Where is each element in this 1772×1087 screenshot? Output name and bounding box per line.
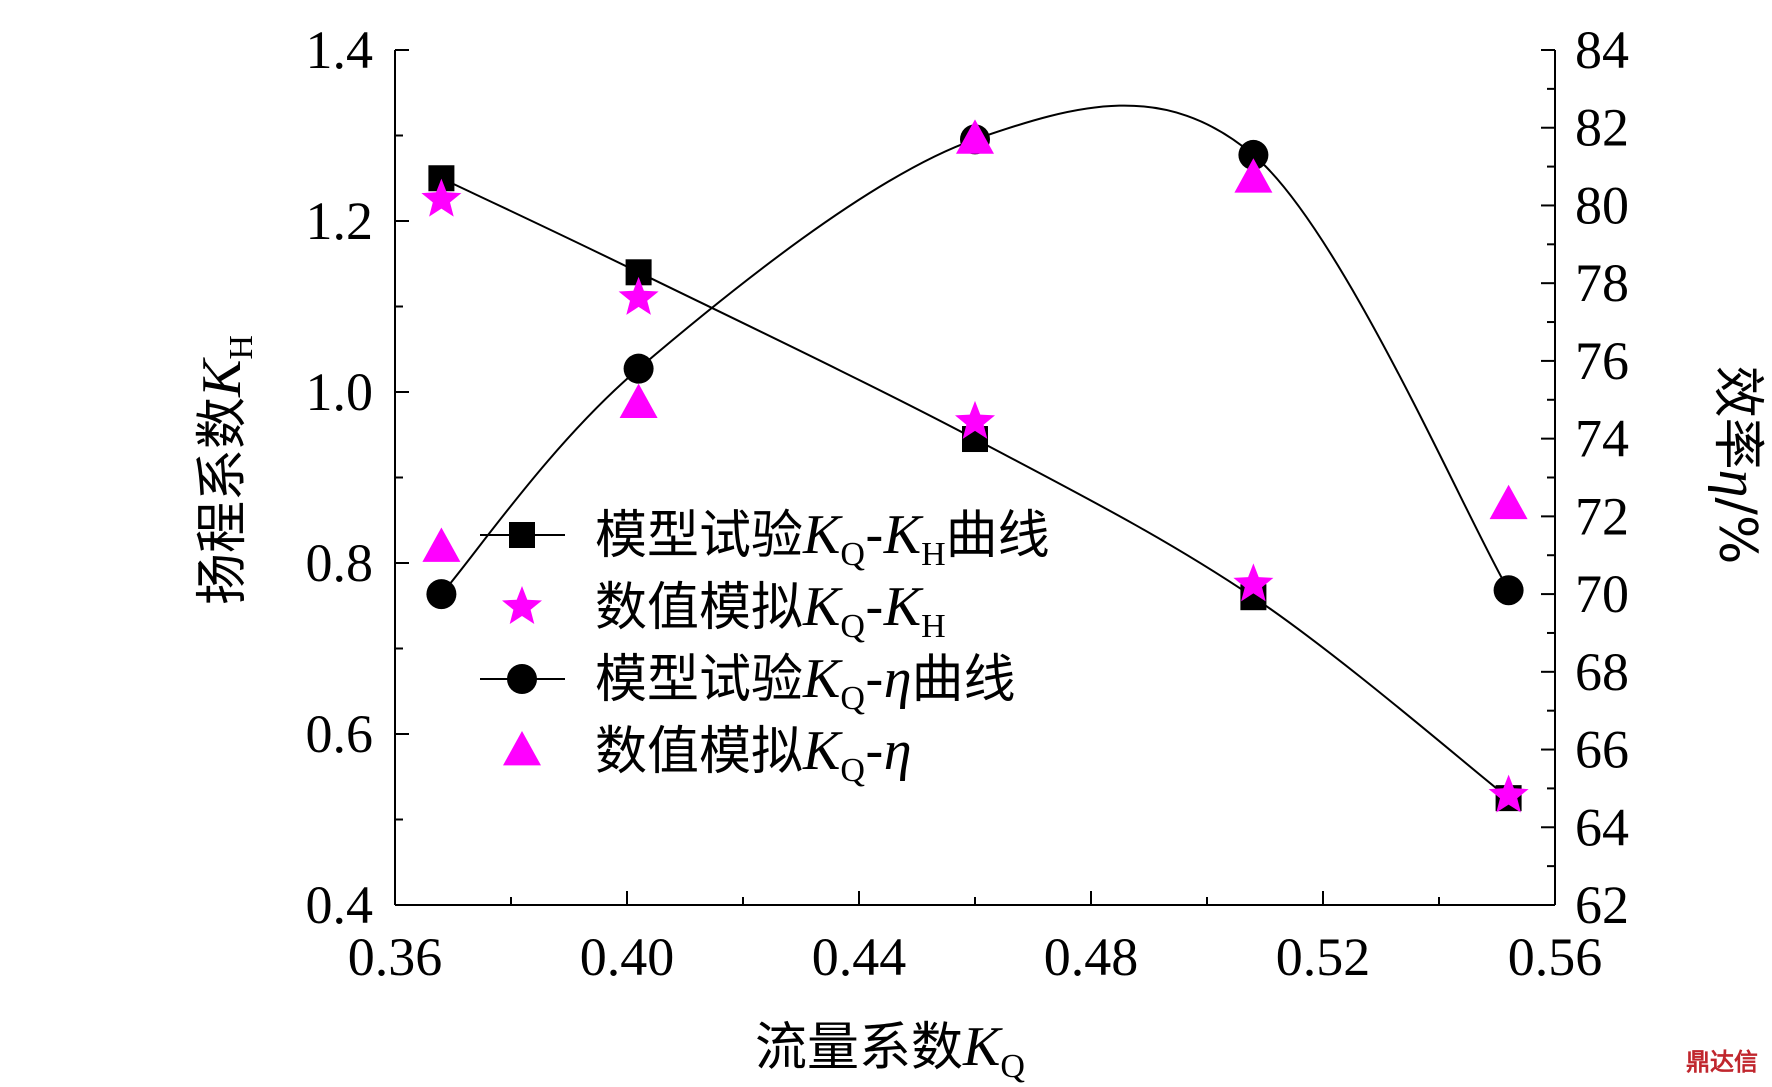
series-1-point [955, 400, 995, 439]
legend-label: 模型试验KQ-KH曲线 [595, 504, 1050, 573]
series-1-point [421, 178, 462, 217]
series-3-point [619, 383, 658, 419]
legend-item: 数值模拟KQ-η [503, 720, 911, 789]
series-3-point [956, 119, 994, 154]
data-markers [421, 119, 1529, 813]
x-tick-label: 0.40 [580, 927, 675, 987]
legend-marker [507, 664, 537, 694]
y-right-tick-label: 76 [1575, 331, 1629, 391]
y-left-tick-label: 1.4 [306, 20, 374, 80]
y-left-tick-label: 1.2 [306, 191, 374, 251]
series-2-point [1493, 575, 1524, 606]
y-right-tick-label: 70 [1575, 564, 1629, 624]
y-left-tick-label: 0.8 [306, 533, 374, 593]
x-tick-label: 0.52 [1276, 927, 1371, 987]
x-tick-label: 0.44 [812, 927, 907, 987]
y-right-tick-label: 62 [1575, 875, 1629, 935]
y-right-tick-label: 68 [1575, 642, 1629, 702]
x-tick-label: 0.56 [1508, 927, 1603, 987]
y-right-tick-label: 84 [1575, 20, 1629, 80]
y-right-tick-label: 64 [1575, 797, 1629, 857]
legend-item: 数值模拟KQ-KH [502, 576, 946, 645]
legend-label: 模型试验KQ-η曲线 [595, 648, 1016, 717]
legend-marker [509, 522, 535, 548]
y-axis-left-title: 扬程系数KH [191, 335, 260, 605]
series-1-point [1488, 774, 1529, 813]
x-axis-title: 流量系数KQ [755, 1016, 1025, 1085]
series-2-point [426, 579, 457, 610]
x-tick-label: 0.36 [348, 927, 443, 987]
watermark-logo: 鼎达信 [1686, 1048, 1758, 1076]
legend-item: 模型试验KQ-KH曲线 [480, 504, 1050, 573]
legend-label: 数值模拟KQ-KH [595, 576, 946, 645]
y-axis-right-title: 效率η/% [1707, 366, 1769, 565]
y-left-tick-label: 0.6 [306, 704, 374, 764]
series-2-point [1238, 139, 1269, 170]
tick-labels: 0.36 0.40 0.44 0.48 0.52 0.56 0.4 0.6 0.8 1.0 1.2 1… [306, 20, 1630, 987]
series-2-point [623, 353, 654, 384]
series-1-point [618, 276, 659, 315]
series-1-point [1233, 563, 1274, 602]
legend-marker [502, 586, 542, 624]
y-left-tick-label: 1.0 [306, 362, 374, 422]
y-right-tick-label: 74 [1575, 409, 1629, 469]
y-right-tick-label: 80 [1575, 175, 1629, 235]
series-3-point [422, 527, 461, 562]
axes-frame [394, 49, 1556, 906]
series-3-point [1489, 484, 1528, 520]
y-left-tick-label: 0.4 [306, 875, 374, 935]
x-tick-label: 0.48 [1044, 927, 1139, 987]
y-right-tick-label: 72 [1575, 486, 1629, 546]
y-right-tick-label: 82 [1575, 98, 1629, 158]
legend-label: 数值模拟KQ-η [595, 720, 911, 789]
y-right-tick-label: 78 [1575, 253, 1629, 313]
legend-marker [503, 731, 541, 766]
y-right-tick-label: 66 [1575, 720, 1629, 780]
legend-item: 模型试验KQ-η曲线 [480, 648, 1016, 717]
series-3-point [1234, 158, 1273, 193]
